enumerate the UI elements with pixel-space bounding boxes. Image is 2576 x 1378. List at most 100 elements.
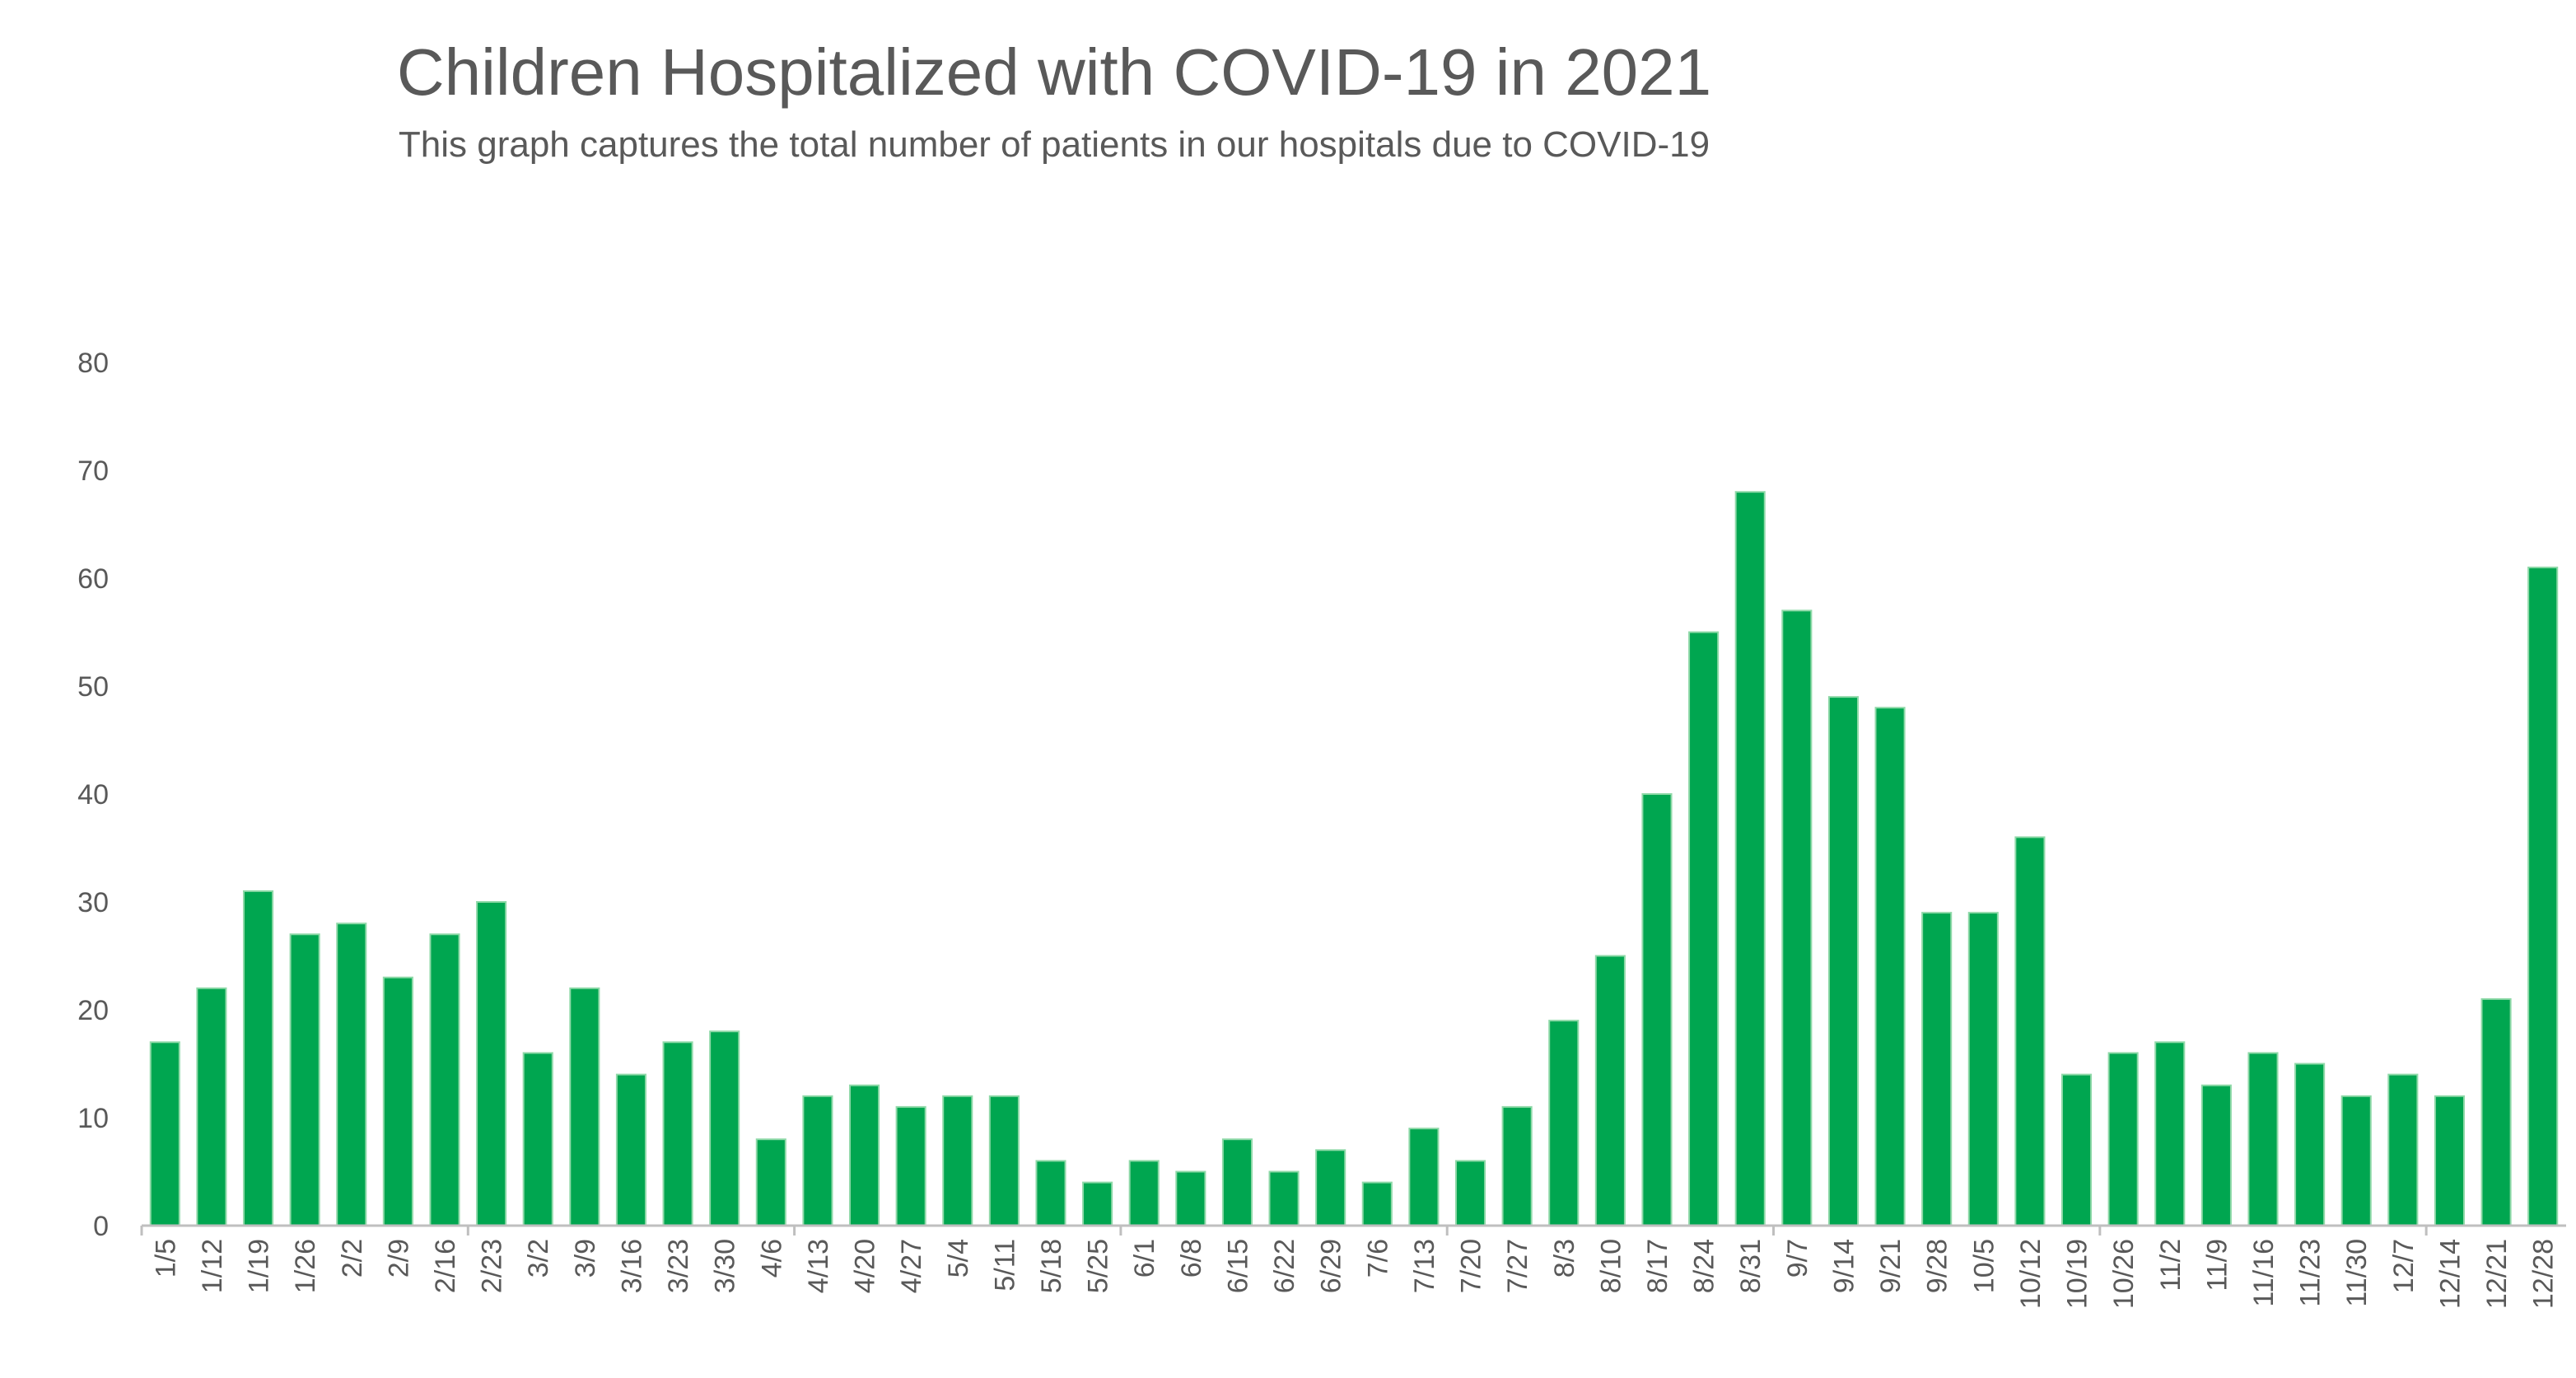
x-tick-label: 12/28 xyxy=(2528,1239,2560,1309)
bar-5-11 xyxy=(988,1095,1020,1227)
x-tick-label: 12/21 xyxy=(2481,1239,2513,1309)
bar-1-19 xyxy=(242,890,274,1227)
bar-5-18 xyxy=(1035,1160,1066,1227)
x-tick-label: 4/13 xyxy=(803,1239,834,1293)
bar-11-23 xyxy=(2294,1063,2326,1226)
bar-4-20 xyxy=(848,1084,880,1226)
bar-1-5 xyxy=(149,1041,180,1227)
y-tick-label: 60 xyxy=(77,563,109,595)
bar-7-27 xyxy=(1501,1105,1533,1227)
bar-12-7 xyxy=(2387,1073,2419,1226)
chart-subtitle: This graph captures the total number of … xyxy=(398,124,1710,165)
x-tick-label: 1/12 xyxy=(197,1239,228,1293)
x-tick-label: 12/7 xyxy=(2388,1239,2420,1293)
x-tick-label: 9/7 xyxy=(1782,1239,1813,1278)
x-tick-label: 6/22 xyxy=(1269,1239,1300,1293)
bar-9-7 xyxy=(1781,610,1813,1226)
bar-6-8 xyxy=(1175,1170,1206,1226)
x-tick-label: 12/14 xyxy=(2434,1239,2466,1309)
bar-5-4 xyxy=(942,1095,973,1227)
x-tick-label: 5/4 xyxy=(943,1239,974,1278)
x-axis-ticks xyxy=(140,1226,2428,1236)
y-tick-label: 70 xyxy=(77,455,109,487)
x-tick-label: 1/26 xyxy=(290,1239,321,1293)
bar-2-9 xyxy=(382,976,413,1226)
bar-6-1 xyxy=(1128,1160,1160,1227)
x-tick-label: 3/23 xyxy=(663,1239,694,1293)
bar-12-14 xyxy=(2434,1095,2466,1227)
bar-2-16 xyxy=(429,933,460,1227)
bar-10-26 xyxy=(2107,1052,2139,1227)
bar-6-29 xyxy=(1315,1149,1346,1227)
x-tick-label: 8/24 xyxy=(1689,1239,1720,1293)
x-tick-label: 9/28 xyxy=(1922,1239,1953,1293)
x-tick-label: 9/14 xyxy=(1828,1239,1860,1293)
bar-7-6 xyxy=(1361,1181,1393,1226)
x-tick-label: 5/25 xyxy=(1083,1239,1114,1293)
x-tick-label: 11/2 xyxy=(2155,1239,2186,1292)
bar-12-21 xyxy=(2480,997,2512,1227)
x-tick-label: 7/13 xyxy=(1409,1239,1440,1293)
bar-9-14 xyxy=(1827,696,1860,1226)
x-tick-label: 2/2 xyxy=(337,1239,368,1278)
bar-3-23 xyxy=(662,1041,693,1227)
bar-4-27 xyxy=(895,1105,926,1227)
x-tick-label: 7/20 xyxy=(1456,1239,1487,1293)
x-tick-label: 4/6 xyxy=(756,1239,787,1278)
bar-9-28 xyxy=(1921,912,1953,1226)
x-axis-labels: 1/5 1/12 1/19 1/26 2/2 2/9 2/16 2/23 3/2 3/9 3/16 3… xyxy=(150,1239,2559,1309)
bar-2-23 xyxy=(476,901,507,1226)
x-tick-label: 8/17 xyxy=(1642,1239,1673,1293)
x-tick-label: 7/27 xyxy=(1502,1239,1533,1293)
bar-1-12 xyxy=(196,987,227,1227)
x-tick-label: 6/29 xyxy=(1316,1239,1347,1293)
x-tick-label: 11/16 xyxy=(2248,1239,2280,1307)
bar-5-25 xyxy=(1082,1181,1113,1226)
x-tick-label: 10/5 xyxy=(1968,1239,2000,1293)
bar-4-6 xyxy=(755,1138,786,1226)
bar-2-2 xyxy=(336,923,367,1226)
x-tick-label: 3/16 xyxy=(616,1239,647,1293)
bar-3-2 xyxy=(522,1052,553,1227)
y-tick-label: 0 xyxy=(93,1211,109,1242)
x-tick-label: 8/10 xyxy=(1595,1239,1626,1293)
bar-11-2 xyxy=(2154,1041,2186,1227)
bar-10-19 xyxy=(2060,1073,2093,1226)
x-tick-label: 5/18 xyxy=(1036,1239,1067,1293)
x-tick-label: 11/23 xyxy=(2295,1239,2326,1307)
bar-3-30 xyxy=(709,1030,740,1226)
y-tick-label: 50 xyxy=(77,671,109,703)
bar-9-21 xyxy=(1874,707,1906,1226)
x-tick-label: 8/3 xyxy=(1549,1239,1580,1278)
bar-8-24 xyxy=(1688,631,1720,1226)
x-tick-label: 6/1 xyxy=(1129,1239,1160,1278)
x-tick-label: 6/8 xyxy=(1176,1239,1207,1278)
x-tick-label: 11/30 xyxy=(2341,1239,2373,1307)
x-tick-label: 1/19 xyxy=(244,1239,275,1293)
y-tick-label: 40 xyxy=(77,779,109,810)
x-tick-label: 3/30 xyxy=(710,1239,741,1293)
x-tick-label: 2/16 xyxy=(430,1239,461,1293)
x-tick-label: 4/20 xyxy=(850,1239,881,1293)
x-tick-label: 2/23 xyxy=(477,1239,508,1293)
x-tick-label: 10/19 xyxy=(2062,1239,2093,1309)
bar-11-9 xyxy=(2200,1084,2232,1226)
x-tick-label: 10/12 xyxy=(2015,1239,2046,1309)
bars xyxy=(149,491,2559,1227)
bar-7-13 xyxy=(1408,1128,1440,1226)
x-tick-label: 9/21 xyxy=(1875,1239,1906,1293)
bar-8-17 xyxy=(1641,793,1673,1226)
bar-3-9 xyxy=(569,987,600,1227)
y-tick-label: 10 xyxy=(77,1103,109,1134)
x-tick-label: 3/2 xyxy=(523,1239,554,1278)
bar-12-28 xyxy=(2527,566,2559,1226)
bar-8-10 xyxy=(1594,955,1626,1226)
bar-3-16 xyxy=(615,1073,647,1226)
y-tick-label: 20 xyxy=(77,995,109,1026)
bar-10-5 xyxy=(1967,912,1999,1226)
x-tick-label: 4/27 xyxy=(896,1239,927,1293)
bar-7-20 xyxy=(1454,1160,1486,1227)
y-tick-label: 80 xyxy=(77,348,109,379)
bar-6-15 xyxy=(1221,1138,1253,1226)
x-tick-label: 7/6 xyxy=(1362,1239,1393,1278)
